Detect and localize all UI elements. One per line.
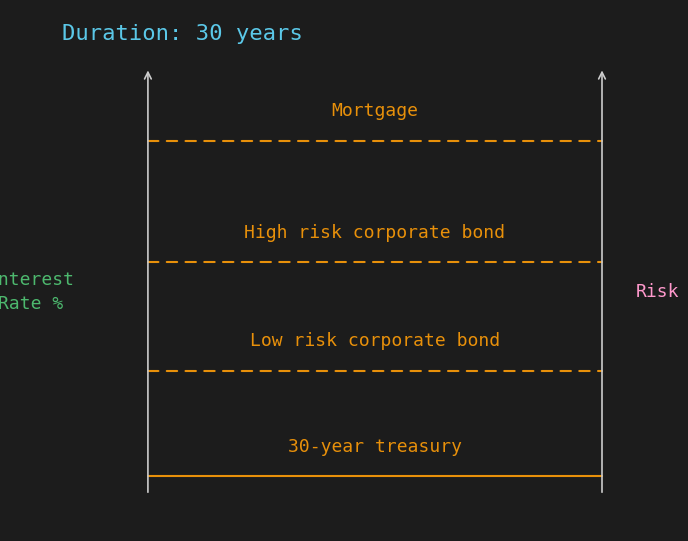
Text: Mortgage: Mortgage (332, 102, 418, 120)
Text: Risk: Risk (635, 283, 679, 301)
Text: Low risk corporate bond: Low risk corporate bond (250, 332, 500, 350)
Text: 30-year treasury: 30-year treasury (288, 438, 462, 456)
Text: Duration: 30 years: Duration: 30 years (62, 24, 303, 44)
Text: Interest
Rate %: Interest Rate % (0, 272, 74, 313)
Text: High risk corporate bond: High risk corporate bond (244, 224, 506, 242)
